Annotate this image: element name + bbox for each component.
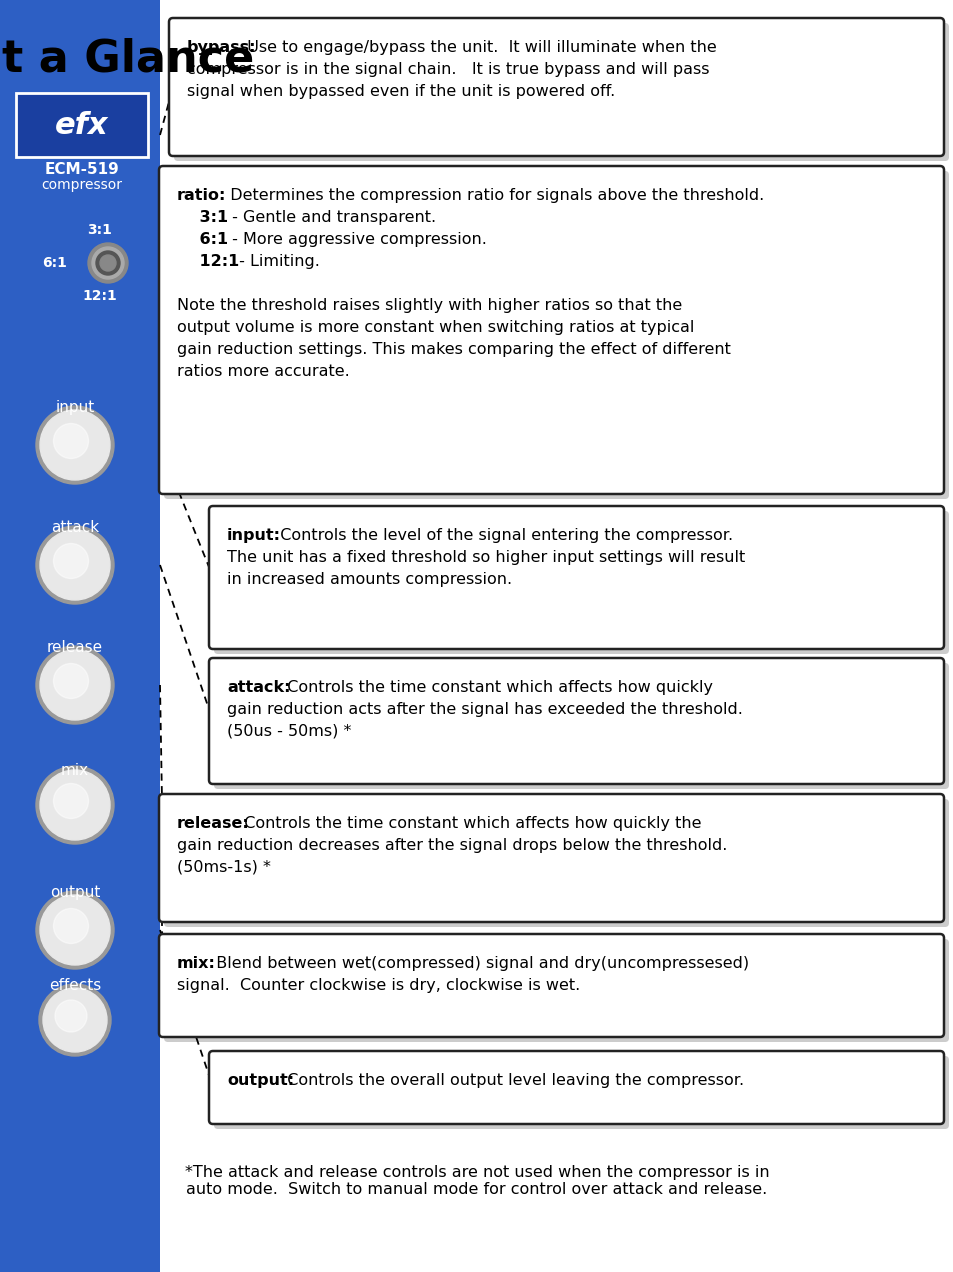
Text: input:: input: (227, 528, 281, 543)
Text: 3:1: 3:1 (177, 210, 228, 225)
Text: compressor: compressor (42, 178, 122, 192)
Text: - More aggressive compression.: - More aggressive compression. (227, 232, 486, 247)
Text: 12:1: 12:1 (177, 254, 239, 268)
Text: gain reduction acts after the signal has exceeded the threshold.: gain reduction acts after the signal has… (227, 702, 742, 717)
Circle shape (88, 243, 128, 282)
Text: signal when bypassed even if the unit is powered off.: signal when bypassed even if the unit is… (187, 84, 615, 99)
Text: 6:1: 6:1 (43, 256, 68, 270)
Text: mix: mix (61, 763, 89, 778)
Text: attack: attack (51, 520, 99, 536)
Circle shape (91, 247, 124, 279)
FancyBboxPatch shape (159, 934, 943, 1037)
Text: bypass:: bypass: (187, 39, 256, 55)
Circle shape (40, 530, 110, 600)
Text: Blend between wet(compressed) signal and dry(uncompressesed): Blend between wet(compressed) signal and… (205, 957, 748, 971)
Text: gain reduction decreases after the signal drops below the threshold.: gain reduction decreases after the signa… (177, 838, 726, 854)
Text: mix:: mix: (177, 957, 215, 971)
Text: ECM-519: ECM-519 (45, 162, 119, 177)
Circle shape (40, 770, 110, 840)
FancyBboxPatch shape (159, 167, 943, 494)
Text: gain reduction settings. This makes comparing the effect of different: gain reduction settings. This makes comp… (177, 342, 730, 357)
Text: Controls the time constant which affects how quickly: Controls the time constant which affects… (276, 681, 712, 695)
Text: attack:: attack: (227, 681, 291, 695)
Circle shape (36, 766, 113, 845)
Circle shape (40, 410, 110, 480)
Text: Note the threshold raises slightly with higher ratios so that the: Note the threshold raises slightly with … (177, 298, 681, 313)
Circle shape (53, 543, 89, 579)
Bar (0, 0, 160, 1272)
Text: compressor is in the signal chain.   It is true bypass and will pass: compressor is in the signal chain. It is… (187, 62, 709, 78)
Circle shape (53, 784, 89, 818)
Text: (50us - 50ms) *: (50us - 50ms) * (227, 724, 351, 739)
Text: signal.  Counter clockwise is dry, clockwise is wet.: signal. Counter clockwise is dry, clockw… (177, 978, 579, 993)
Text: output:: output: (227, 1074, 294, 1088)
Circle shape (100, 254, 116, 271)
FancyBboxPatch shape (213, 511, 948, 654)
FancyBboxPatch shape (159, 794, 943, 922)
Text: input: input (55, 399, 94, 415)
Text: Determines the compression ratio for signals above the threshold.: Determines the compression ratio for sig… (219, 188, 763, 204)
FancyBboxPatch shape (164, 170, 948, 499)
Text: (50ms-1s) *: (50ms-1s) * (177, 860, 271, 875)
Text: 12:1: 12:1 (83, 289, 117, 303)
Text: Controls the level of the signal entering the compressor.: Controls the level of the signal enterin… (270, 528, 732, 543)
Text: release: release (47, 640, 103, 655)
FancyBboxPatch shape (213, 663, 948, 789)
Circle shape (53, 664, 89, 698)
Circle shape (40, 895, 110, 965)
Circle shape (36, 406, 113, 485)
Text: - Limiting.: - Limiting. (233, 254, 319, 268)
Text: Controls the overall output level leaving the compressor.: Controls the overall output level leavin… (276, 1074, 743, 1088)
Circle shape (53, 908, 89, 944)
Circle shape (36, 890, 113, 969)
Circle shape (36, 646, 113, 724)
Circle shape (40, 650, 110, 720)
FancyBboxPatch shape (209, 1051, 943, 1124)
Text: Use to engage/bypass the unit.  It will illuminate when the: Use to engage/bypass the unit. It will i… (236, 39, 716, 55)
Circle shape (96, 251, 120, 275)
Text: ratio:: ratio: (177, 188, 226, 204)
Text: 6:1: 6:1 (177, 232, 228, 247)
FancyBboxPatch shape (209, 506, 943, 649)
FancyBboxPatch shape (209, 658, 943, 784)
Circle shape (55, 1000, 87, 1032)
FancyBboxPatch shape (164, 939, 948, 1042)
Text: - Gentle and transparent.: - Gentle and transparent. (227, 210, 436, 225)
Text: output volume is more constant when switching ratios at typical: output volume is more constant when swit… (177, 321, 694, 335)
Circle shape (36, 527, 113, 604)
Text: The unit has a fixed threshold so higher input settings will result: The unit has a fixed threshold so higher… (227, 550, 744, 565)
Text: Controls the time constant which affects how quickly the: Controls the time constant which affects… (233, 817, 700, 831)
FancyBboxPatch shape (164, 799, 948, 927)
Text: output: output (50, 885, 100, 901)
Text: in increased amounts compression.: in increased amounts compression. (227, 572, 512, 586)
FancyBboxPatch shape (16, 93, 148, 156)
FancyBboxPatch shape (173, 23, 948, 162)
Text: effects: effects (49, 978, 101, 993)
Text: *The attack and release controls are not used when the compressor is in
auto mod: *The attack and release controls are not… (185, 1165, 768, 1197)
Circle shape (53, 424, 89, 458)
Text: t a Glance: t a Glance (2, 38, 254, 81)
FancyBboxPatch shape (213, 1056, 948, 1130)
Text: efx: efx (55, 111, 109, 140)
Text: release:: release: (177, 817, 250, 831)
Text: 3:1: 3:1 (88, 223, 112, 237)
Text: ratios more accurate.: ratios more accurate. (177, 364, 350, 379)
Circle shape (39, 985, 111, 1056)
Circle shape (43, 988, 107, 1052)
FancyBboxPatch shape (169, 18, 943, 156)
